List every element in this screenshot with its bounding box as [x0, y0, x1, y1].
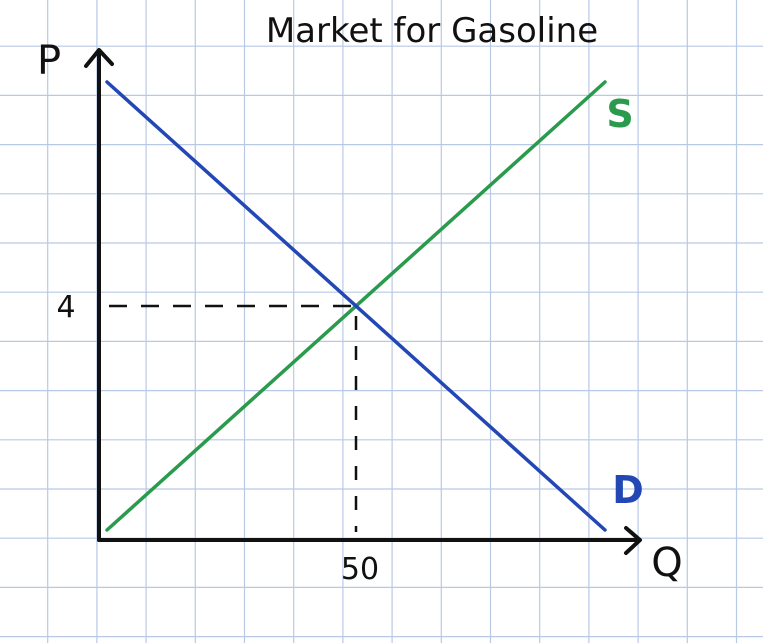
- series-label-d: D: [612, 468, 644, 512]
- x-axis-arrow: [624, 526, 642, 555]
- x-tick-label: 50: [341, 552, 379, 587]
- x-axis-label: Q: [651, 540, 682, 586]
- series-labels: SD: [606, 92, 643, 512]
- series-lines: [105, 80, 607, 532]
- y-axis-label: P: [37, 38, 61, 84]
- y-tick-label: 4: [56, 290, 75, 325]
- series-label-s: S: [606, 92, 633, 136]
- y-axis-arrow: [84, 48, 114, 68]
- equilibrium-guides: [109, 304, 358, 532]
- series-line-d: [105, 80, 607, 532]
- tick-labels: 4 50: [56, 290, 379, 587]
- axes: [84, 48, 642, 555]
- chart-title: Market for Gasoline: [266, 11, 598, 51]
